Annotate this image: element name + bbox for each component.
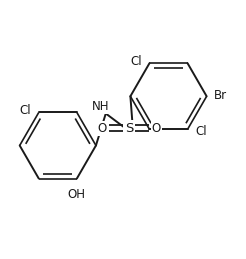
Text: Cl: Cl <box>20 104 31 117</box>
Text: OH: OH <box>68 188 86 201</box>
Text: Cl: Cl <box>195 125 207 138</box>
Text: Br: Br <box>214 89 227 102</box>
Text: NH: NH <box>92 100 110 113</box>
Text: O: O <box>152 122 161 135</box>
Text: Cl: Cl <box>130 55 142 68</box>
Text: O: O <box>97 122 107 135</box>
Text: S: S <box>125 122 133 135</box>
